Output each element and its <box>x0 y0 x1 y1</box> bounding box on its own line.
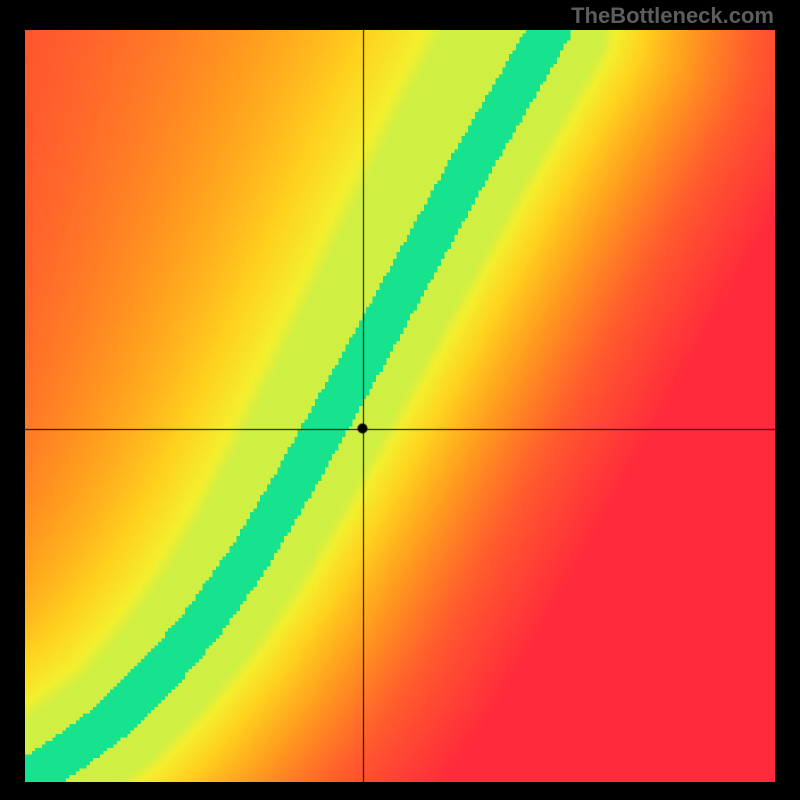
heatmap-canvas <box>25 30 775 782</box>
watermark-text: TheBottleneck.com <box>571 3 774 29</box>
figure-root: TheBottleneck.com <box>0 0 800 800</box>
